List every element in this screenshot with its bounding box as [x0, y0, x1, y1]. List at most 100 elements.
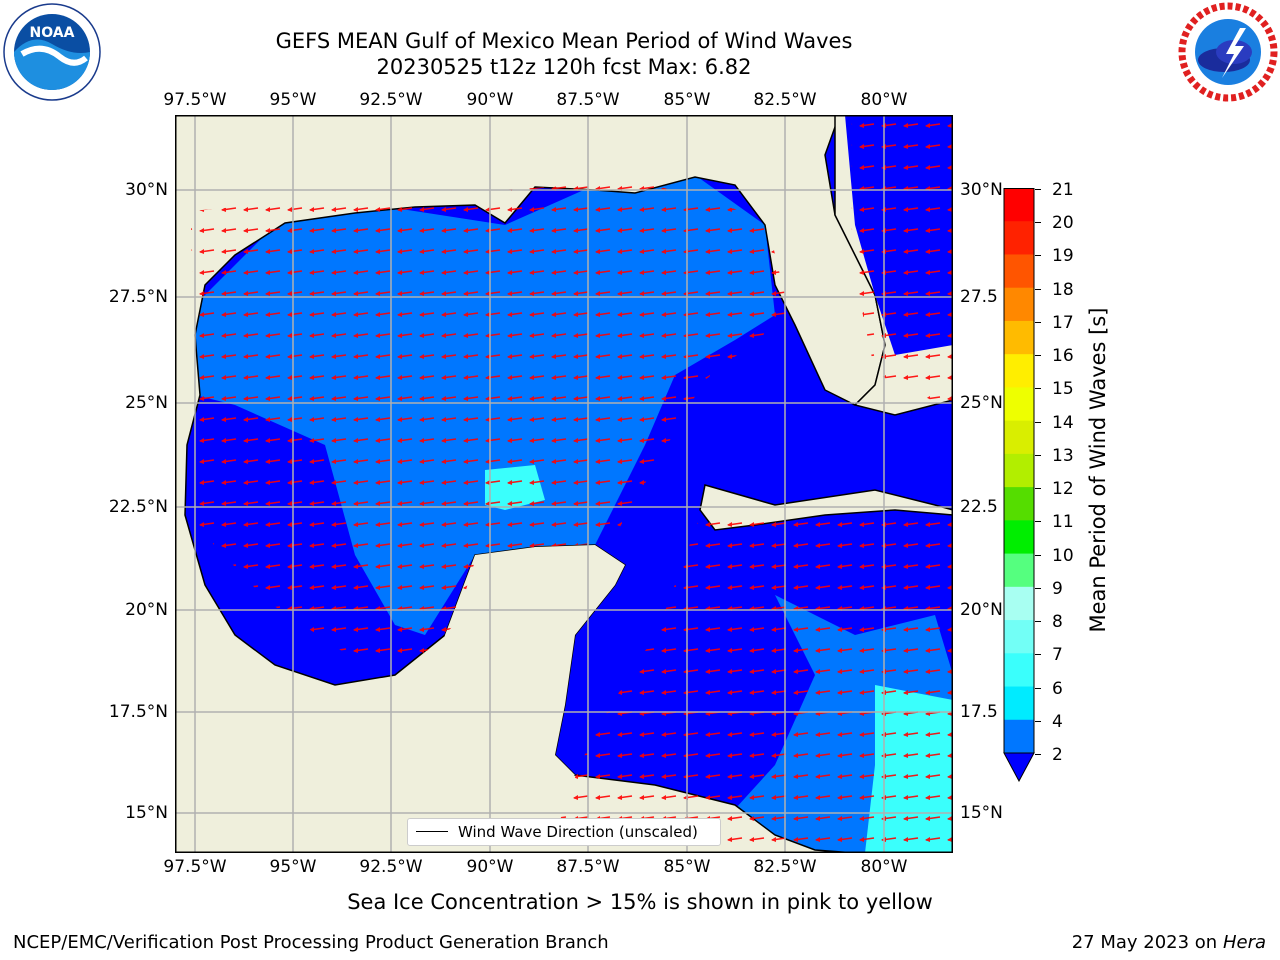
colorbar-tick-label: 11: [1052, 512, 1074, 533]
svg-text:NOAA: NOAA: [30, 25, 75, 41]
colorbar-tick-label: 13: [1052, 445, 1074, 466]
colorbar-segment: [1004, 387, 1034, 422]
map-frame: [174, 114, 954, 854]
colorbar-tick-mark: [1035, 421, 1041, 423]
colorbar-outline: [1003, 188, 1035, 753]
legend-line-icon: [416, 831, 448, 832]
colorbar-tick-mark: [1035, 222, 1041, 224]
lat-tick-left: 17.5°N: [108, 702, 168, 722]
colorbar-segment: [1004, 254, 1034, 289]
colorbar-segment: [1004, 586, 1034, 621]
machine-name: Hera: [1222, 932, 1266, 953]
ice-note: Sea Ice Concentration > 15% is shown in …: [347, 890, 933, 914]
colorbar-segment: [1004, 686, 1034, 721]
lat-tick-left: 20°N: [125, 600, 168, 620]
lat-tick-left: 30°N: [125, 180, 168, 200]
lat-tick-right: 27.5: [960, 287, 998, 307]
yucatan: [425, 545, 625, 775]
colorbar: [1003, 188, 1035, 783]
lat-tick-right: 15°N: [960, 803, 1003, 823]
run-date: 27 May 2023 on Hera: [1072, 932, 1266, 953]
colorbar-tick-label: 4: [1052, 711, 1063, 732]
colorbar-tick-label: 6: [1052, 678, 1063, 699]
colorbar-tick-label: 7: [1052, 645, 1063, 666]
colorbar-tick-mark: [1035, 189, 1041, 190]
colorbar-segment: [1004, 188, 1034, 222]
colorbar-tick-mark: [1035, 687, 1041, 689]
lon-tick-top: 90°W: [466, 90, 514, 110]
colorbar-tick-label: 20: [1052, 213, 1074, 234]
colorbar-tick-mark: [1035, 355, 1041, 357]
colorbar-tick-label: 21: [1052, 180, 1074, 200]
lon-tick-top: 87.5°W: [556, 90, 620, 110]
lat-tick-left: 15°N: [125, 803, 168, 823]
colorbar-tick-label: 14: [1052, 412, 1074, 433]
graticule: [175, 115, 953, 853]
colorbar-tick-label: 19: [1052, 246, 1074, 267]
colorbar-segment: [1004, 354, 1034, 388]
colorbar-tick-mark: [1035, 388, 1041, 390]
colorbar-tick-label: 16: [1052, 346, 1074, 367]
lon-tick-bottom: 97.5°W: [163, 857, 227, 877]
colorbar-tick-label: 12: [1052, 479, 1074, 500]
lon-tick-bottom: 87.5°W: [556, 857, 620, 877]
colorbar-segment: [1004, 287, 1034, 322]
colorbar-segment: [1004, 420, 1034, 455]
colorbar-segment: [1004, 487, 1034, 521]
colorbar-tick-mark: [1035, 521, 1041, 523]
colorbar-tick-mark: [1035, 720, 1041, 722]
lon-tick-top: 92.5°W: [359, 90, 423, 110]
colorbar-svg: [1003, 188, 1035, 783]
colorbar-tick-label: 2: [1052, 745, 1063, 765]
colorbar-segment: [1004, 719, 1034, 754]
colorbar-segment: [1004, 653, 1034, 688]
lon-tick-top: 95°W: [269, 90, 317, 110]
lon-tick-bottom: 92.5°W: [359, 857, 423, 877]
colorbar-segment: [1004, 553, 1034, 588]
colorbar-tick-mark: [1035, 454, 1041, 456]
map-legend: Wind Wave Direction (unscaled): [407, 818, 721, 846]
lon-tick-bottom: 95°W: [269, 857, 317, 877]
lon-tick-top: 97.5°W: [163, 90, 227, 110]
colorbar-labels: 21 20 19 18 17 16 15 14 13 12 11 10 9 8 7 6 4 2: [1035, 180, 1092, 765]
colorbar-tick-label: 9: [1052, 578, 1063, 599]
colorbar-tick-label: 18: [1052, 279, 1074, 300]
lat-tick-right: 22.5: [960, 497, 998, 517]
lon-tick-top: 80°W: [860, 90, 908, 110]
map-subtitle: 20230525 t12z 120h fcst Max: 6.82: [376, 55, 752, 79]
map-title: GEFS MEAN Gulf of Mexico Mean Period of …: [275, 29, 853, 53]
map-svg: [174, 114, 954, 854]
colorbar-tick-mark: [1035, 621, 1041, 623]
colorbar-tick-mark: [1035, 587, 1041, 589]
colorbar-tick-label: 8: [1052, 612, 1063, 633]
lon-tick-bottom: 82.5°W: [753, 857, 817, 877]
branch-credit: NCEP/EMC/Verification Post Processing Pr…: [13, 932, 609, 953]
colorbar-tick-mark: [1035, 488, 1041, 490]
colorbar-tick-label: 17: [1052, 312, 1074, 333]
lat-tick-right: 20°N: [960, 600, 1003, 620]
colorbar-tick-mark: [1035, 654, 1041, 656]
colorbar-title: Mean Period of Wind Waves [s]: [1086, 307, 1110, 633]
colorbar-tick-mark: [1035, 288, 1041, 290]
lon-tick-bottom: 90°W: [466, 857, 514, 877]
colorbar-segment: [1004, 620, 1034, 654]
national-weather-service-logo: [1178, 2, 1278, 102]
colorbar-segment: [1004, 520, 1034, 555]
lat-tick-right: 25°N: [960, 393, 1003, 413]
noaa-logo: NOAA: [2, 2, 102, 102]
lon-tick-bottom: 85°W: [663, 857, 711, 877]
colorbar-tick-mark: [1035, 554, 1041, 556]
lat-tick-right: 30°N: [960, 180, 1003, 200]
colorbar-segment: [1004, 221, 1034, 255]
colorbar-extend-arrow: [1003, 752, 1035, 783]
colorbar-segment: [1004, 320, 1034, 355]
lon-tick-bottom: 80°W: [860, 857, 908, 877]
colorbar-tick-mark: [1035, 754, 1041, 755]
lat-tick-right: 17.5: [960, 702, 998, 722]
run-date-text: 27 May 2023 on: [1071, 932, 1218, 953]
lat-tick-left: 27.5°N: [108, 287, 168, 307]
lon-tick-top: 85°W: [663, 90, 711, 110]
legend-label: Wind Wave Direction (unscaled): [458, 823, 698, 841]
colorbar-tick-mark: [1035, 255, 1041, 257]
lon-tick-top: 82.5°W: [753, 90, 817, 110]
